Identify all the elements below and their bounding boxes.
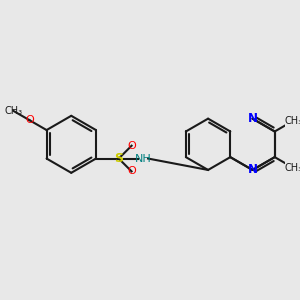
Text: N: N [248, 112, 257, 125]
Text: CH₃: CH₃ [4, 106, 22, 116]
Text: O: O [127, 167, 136, 176]
Text: CH₃: CH₃ [284, 116, 300, 126]
Text: O: O [25, 115, 34, 125]
Text: O: O [127, 141, 136, 151]
Text: NH: NH [135, 154, 152, 164]
Text: N: N [248, 164, 257, 176]
Text: S: S [114, 152, 123, 165]
Text: CH₃: CH₃ [284, 163, 300, 173]
